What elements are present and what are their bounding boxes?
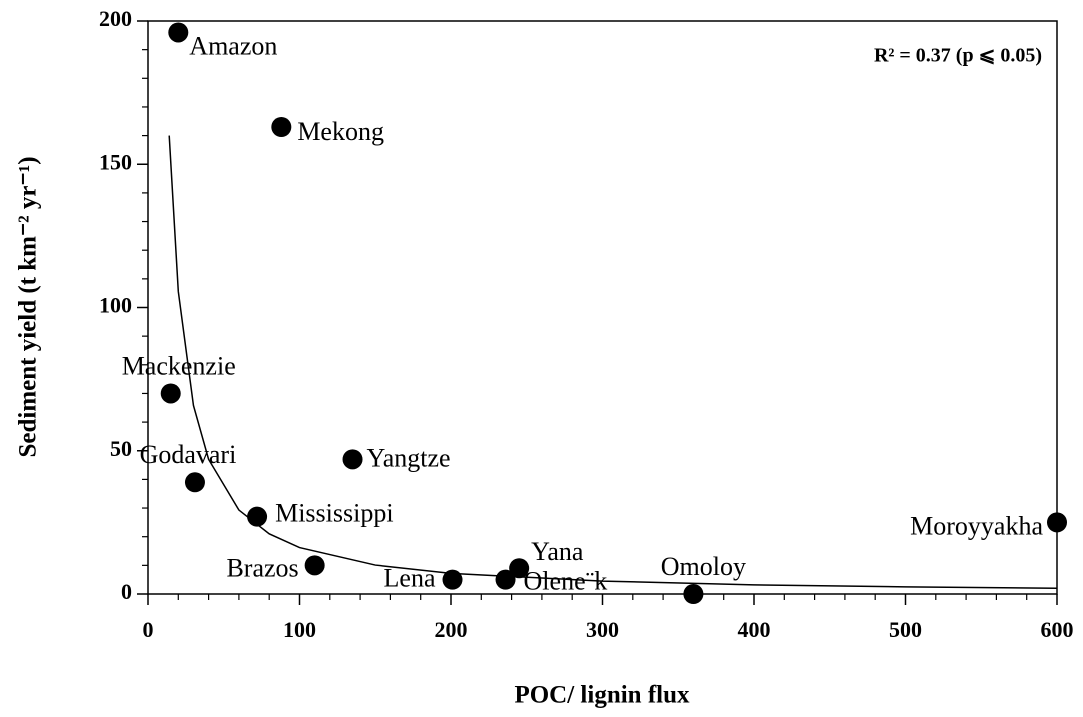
data-point [247,506,268,527]
point-label: Yangtze [367,443,451,472]
data-point [184,472,205,493]
data-point [271,117,292,138]
fit-curve [168,135,1058,590]
x-tick-label: 500 [889,617,922,642]
data-point [509,558,530,579]
data-point [342,449,363,470]
data-point [168,22,189,43]
point-label: Mackenzie [122,351,236,380]
data-point [160,383,181,404]
point-label: Omoloy [661,552,746,581]
y-tick-label: 0 [121,579,132,604]
annotation: R² = 0.37 (p ⩽ 0.05) [874,45,1042,67]
point-label: Mississippi [275,499,394,528]
point-label: Yana [531,537,584,566]
point-label: Godavari [140,440,237,469]
x-tick-label: 200 [435,617,468,642]
y-tick-label: 200 [99,6,132,31]
y-tick-label: 50 [110,436,132,461]
x-tick-label: 300 [586,617,619,642]
point-label: Amazon [189,31,277,60]
x-tick-label: 600 [1041,617,1074,642]
x-axis-label: POC/ lignin flux [514,682,690,709]
y-tick-label: 150 [99,149,132,174]
data-point [683,584,704,604]
x-tick-label: 400 [738,617,771,642]
data-point [1047,512,1067,533]
point-label: Olene¨k [524,567,608,596]
point-label: Mekong [297,117,384,146]
data-point [442,569,463,590]
point-label: Brazos [226,553,298,582]
point-label: Moroyyakha [910,511,1043,540]
y-axis-label: Sediment yield (t km⁻² yr⁻¹) [15,156,42,457]
x-tick-label: 100 [283,617,316,642]
data-point [304,555,325,576]
x-tick-label: 0 [143,617,154,642]
y-tick-label: 100 [99,293,132,318]
data-point [495,569,516,590]
point-label: Lena [384,564,436,593]
